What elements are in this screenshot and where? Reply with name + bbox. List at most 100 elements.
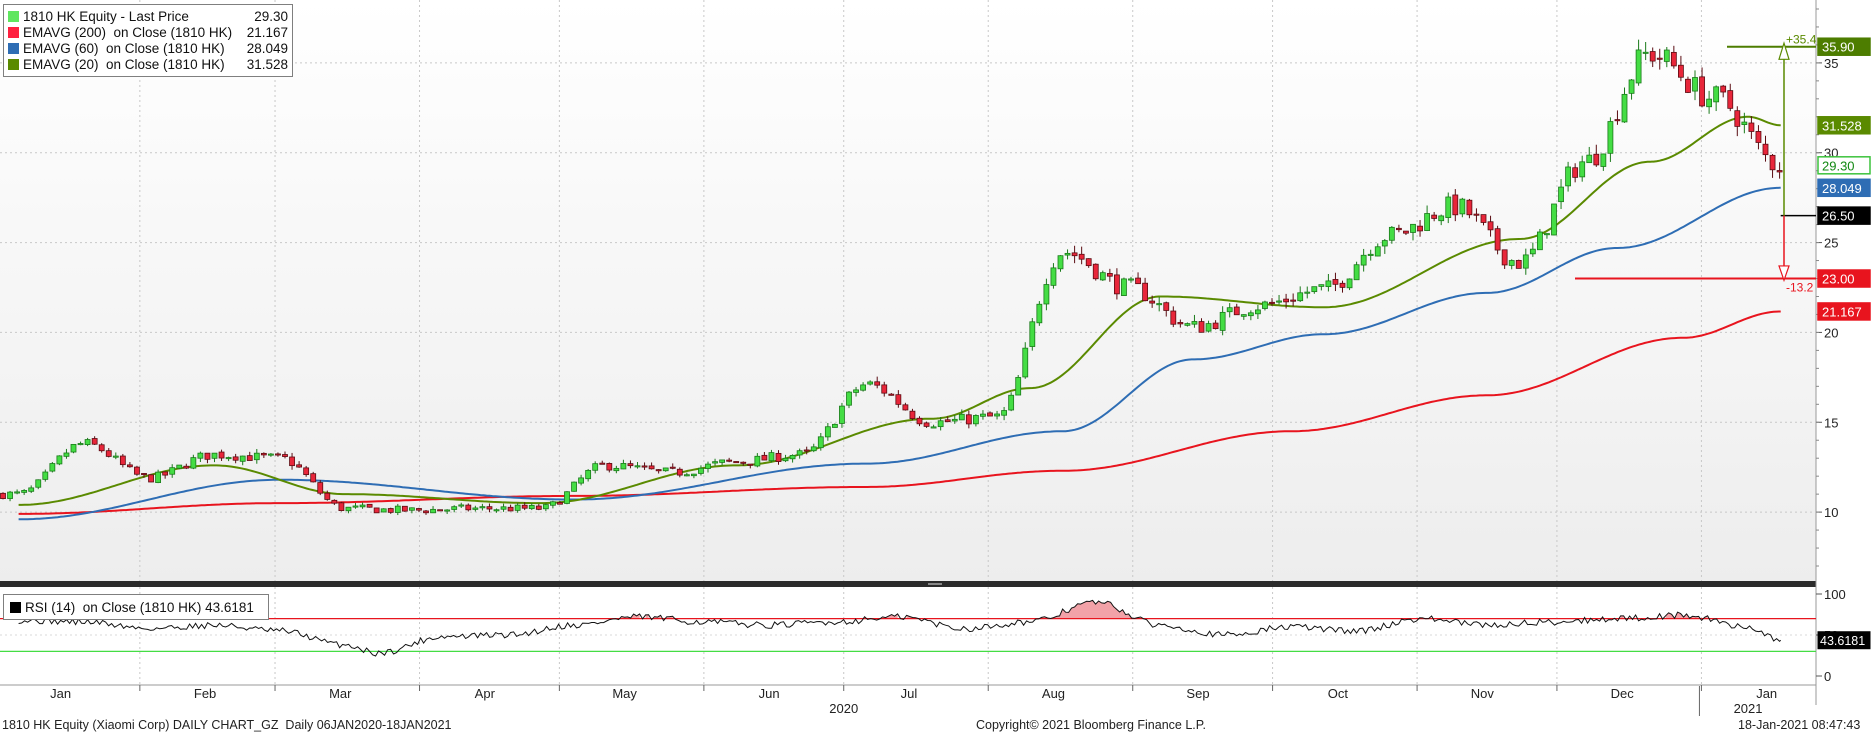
candle-body — [1727, 90, 1734, 109]
candle-body — [1431, 214, 1438, 219]
candle-body — [1424, 213, 1430, 231]
candle-body — [1586, 154, 1593, 164]
candle-body — [1522, 254, 1529, 269]
candle-body — [1734, 110, 1741, 127]
candle-body — [1551, 203, 1557, 236]
candle-body — [289, 456, 295, 467]
candle-body — [1565, 166, 1571, 187]
candle-body — [162, 471, 169, 476]
candle-body — [317, 482, 324, 494]
candle-body — [1092, 263, 1099, 280]
candle-body — [134, 466, 140, 475]
candle-body — [1184, 323, 1191, 326]
candle-body — [1311, 286, 1318, 293]
x-axis: Jan Feb Mar Apr May Jun Jul Aug Sep Oct Nov Dec Jan2… — [50, 685, 1777, 716]
candle-body — [345, 506, 352, 512]
rsi-legend[interactable]: RSI (14) on Close (1810 HK) 43.6181 — [3, 594, 269, 620]
candle-body — [70, 443, 77, 453]
candle-body — [77, 443, 84, 446]
panel-divider-handle[interactable] — [928, 583, 942, 585]
footer-timestamp: 18-Jan-2021 08:47:43 — [1738, 718, 1861, 732]
x-tick-label: Mar — [329, 686, 352, 701]
candle-body — [1255, 309, 1261, 315]
candle-body — [860, 384, 866, 391]
candle-body — [190, 457, 197, 469]
candle-body — [472, 507, 479, 510]
candle-body — [331, 499, 338, 504]
candle-body — [1410, 223, 1416, 233]
candle-body — [310, 473, 317, 483]
candle-body — [204, 452, 211, 460]
candle-body — [1494, 228, 1501, 251]
candle-body — [902, 404, 909, 411]
candle-body — [592, 463, 599, 471]
candle-body — [691, 473, 697, 477]
candle-body — [232, 456, 239, 461]
candle-body — [1071, 252, 1078, 257]
candle-body — [1064, 252, 1071, 256]
rsi-panel — [0, 599, 1816, 657]
candle-body — [444, 509, 451, 512]
x-tick-label: Nov — [1471, 686, 1495, 701]
price-tag-label: 21.167 — [1822, 304, 1862, 319]
candle-body — [296, 464, 303, 468]
candle-body — [1579, 161, 1586, 178]
main-legend[interactable]: 1810 HK Equity - Last Price 29.30 EMAVG … — [3, 4, 293, 77]
candle-body — [1403, 230, 1409, 234]
candle-body — [84, 439, 91, 445]
candle-body — [1706, 98, 1712, 108]
y-tick-label: 20 — [1824, 325, 1838, 340]
candle-body — [148, 474, 154, 483]
footer-security-info: 1810 HK Equity (Xiaomi Corp) DAILY CHART… — [2, 718, 452, 732]
candle-body — [1304, 291, 1311, 294]
candle-body — [698, 467, 704, 474]
candle-body — [1177, 322, 1184, 325]
candle-body — [401, 505, 408, 512]
price-tag-label: 29.30 — [1822, 158, 1855, 173]
candle-body — [141, 473, 147, 476]
candle-body — [1529, 248, 1536, 255]
candle-body — [683, 474, 690, 477]
y-axis: 101520253035050100 — [1816, 8, 1846, 684]
legend-label: EMAVG (20) on Close (1810 HK) — [23, 56, 225, 72]
candle-body — [1283, 298, 1289, 303]
panel-divider[interactable] — [0, 581, 1816, 587]
legend-row-last-price: 1810 HK Equity - Last Price 29.30 — [8, 8, 288, 24]
candle-body — [747, 463, 754, 466]
candle-body — [1212, 322, 1219, 330]
candle-body — [1226, 307, 1233, 313]
candle-body — [782, 457, 789, 462]
candle-body — [1360, 254, 1367, 266]
candle-body — [1614, 119, 1621, 122]
candle-body — [1501, 249, 1508, 266]
x-tick-label: Jan — [1756, 686, 1777, 701]
candle-body — [994, 413, 1000, 417]
candle-body — [359, 504, 366, 508]
rsi-legend-value: 43.6181 — [205, 599, 254, 615]
candle-body — [1699, 76, 1705, 107]
x-tick-label: Feb — [194, 686, 216, 701]
candle-body — [1649, 51, 1656, 62]
rsi-tag-label: 43.6181 — [1820, 634, 1865, 648]
price-tag-box — [1817, 269, 1871, 288]
price-tag-label: 28.049 — [1822, 181, 1862, 196]
candle-body — [155, 471, 162, 483]
candle-body — [1262, 301, 1268, 309]
candle-body — [176, 464, 183, 469]
candle-body — [98, 444, 105, 452]
up-percent-label: +35.4 — [1786, 33, 1817, 47]
candle-body — [465, 504, 472, 511]
candle-body — [634, 465, 641, 468]
candle-body — [1741, 121, 1748, 125]
candle-body — [803, 449, 810, 452]
candle-body — [1135, 277, 1141, 285]
candle-body — [218, 451, 225, 459]
candle-body — [1099, 272, 1106, 281]
candle-body — [127, 464, 133, 468]
candle-body — [1459, 198, 1466, 215]
candle-body — [1290, 299, 1297, 302]
candle-body — [1163, 302, 1170, 311]
candle-body — [416, 508, 422, 511]
candle-body — [423, 510, 429, 514]
candle-body — [1247, 312, 1254, 317]
